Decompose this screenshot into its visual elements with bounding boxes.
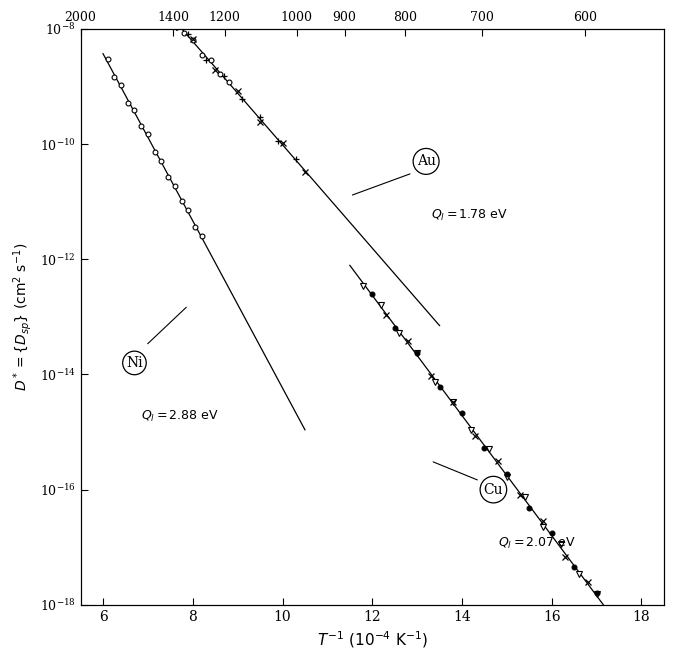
Text: Ni: Ni (126, 356, 143, 370)
X-axis label: $T^{-1}$ $(10^{-4}\ \mathrm{K^{-1}})$: $T^{-1}$ $(10^{-4}\ \mathrm{K^{-1}})$ (317, 629, 428, 650)
Text: $Q_l = 2.07\ \mathrm{eV}$: $Q_l = 2.07\ \mathrm{eV}$ (498, 535, 576, 551)
Text: $Q_l = 2.88\ \mathrm{eV}$: $Q_l = 2.88\ \mathrm{eV}$ (141, 409, 219, 424)
Text: Au: Au (416, 155, 435, 169)
Text: $Q_l = 1.78\ \mathrm{eV}$: $Q_l = 1.78\ \mathrm{eV}$ (431, 208, 508, 223)
Text: Cu: Cu (483, 483, 503, 496)
Y-axis label: $D^* = \{D_{sp}\}\ (\mathrm{cm^2\ s^{-1}})$: $D^* = \{D_{sp}\}\ (\mathrm{cm^2\ s^{-1}… (11, 243, 34, 391)
